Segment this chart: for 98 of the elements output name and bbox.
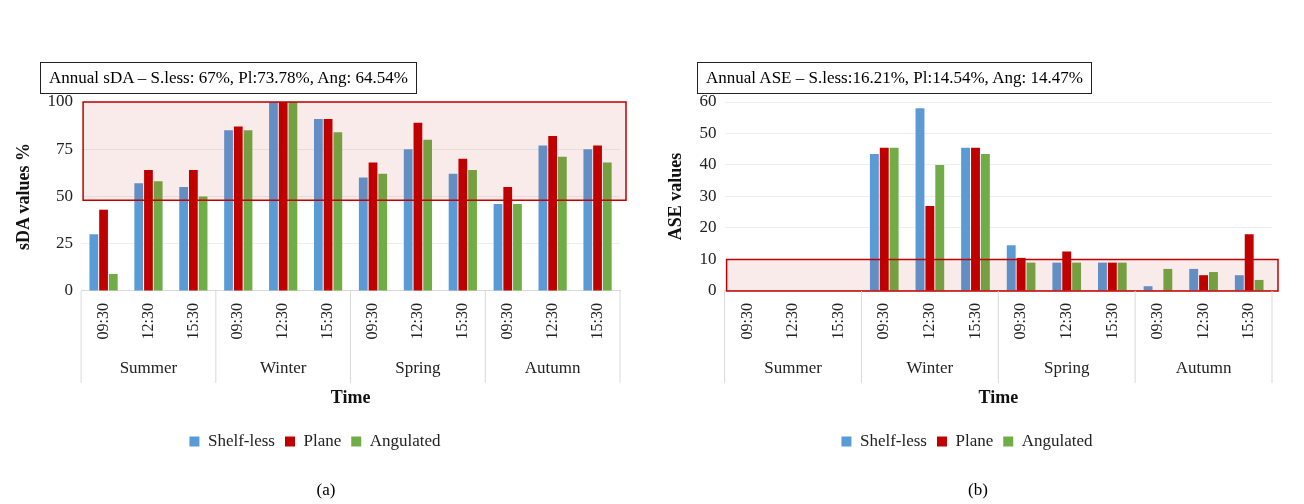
bar — [493, 204, 503, 291]
legend-label: Angulated — [369, 430, 442, 450]
bar — [1052, 262, 1062, 291]
bar — [980, 153, 990, 291]
bar — [243, 130, 253, 291]
bar — [89, 234, 99, 291]
bar — [961, 147, 971, 291]
x-tick-label: 09:30 — [93, 302, 111, 340]
text: (a) — [315, 480, 337, 500]
text: Winter — [259, 358, 307, 378]
x-tick-label: 09:30 — [1011, 302, 1029, 340]
bar — [358, 177, 368, 291]
text: Summer — [764, 358, 823, 378]
x-tick-label: 15:30 — [183, 302, 201, 340]
x-tick-label: 15:30 — [1102, 302, 1120, 340]
x-axis-title: Time — [978, 386, 1019, 407]
x-tick-label: 12:30 — [542, 302, 560, 340]
bar — [1006, 245, 1016, 291]
legend-label: Plane — [303, 430, 342, 450]
text: Annual sDA – S.less: 67%, Pl:73.78%, Ang: 64.54% — [49, 68, 408, 87]
bar — [869, 153, 879, 291]
y-tick-label: 50 — [699, 122, 717, 142]
bar — [423, 139, 433, 291]
x-tick-label: 09:30 — [497, 302, 515, 340]
bar — [1254, 279, 1264, 291]
bar — [269, 102, 278, 291]
x-tick-label: 12:30 — [1056, 302, 1074, 340]
x-tick-label: 12:30 — [783, 302, 801, 340]
bar — [198, 196, 208, 291]
bar — [468, 170, 477, 291]
text: Spring — [395, 358, 442, 378]
legend-label: Angulated — [1021, 430, 1094, 450]
text: Autumn — [524, 358, 581, 378]
y-tick-label: 40 — [699, 154, 717, 174]
bar — [602, 162, 612, 291]
x-tick-label: 09:30 — [228, 302, 246, 340]
bar — [153, 181, 163, 291]
x-tick-label: 15:30 — [318, 302, 336, 340]
y-tick-label: 0 — [64, 280, 74, 300]
legend-label: Shelf-less — [207, 430, 275, 450]
y-tick-label: 30 — [699, 185, 717, 205]
x-tick-label: 15:30 — [828, 302, 846, 340]
x-tick-label: 09:30 — [874, 302, 892, 340]
legend-label: Plane — [955, 430, 994, 450]
y-axis-title: sDA values % — [13, 142, 34, 250]
bar — [1163, 268, 1173, 291]
x-tick-label: 09:30 — [363, 302, 381, 340]
bar — [288, 102, 298, 291]
text: Annual ASE – S.less:16.21%, Pl:14.54%, Ang: 14.47% — [706, 68, 1083, 87]
bar — [1098, 262, 1107, 291]
x-tick-label: 12:30 — [138, 302, 156, 340]
y-tick-label: 60 — [699, 91, 717, 111]
bar — [134, 183, 144, 291]
bar — [935, 164, 945, 291]
x-tick-label: 09:30 — [1148, 302, 1166, 340]
bar — [1234, 275, 1244, 291]
x-axis-title: Time — [330, 386, 371, 407]
bar — [889, 147, 899, 291]
bar — [583, 149, 593, 291]
x-tick-label: 12:30 — [1193, 302, 1211, 340]
bar — [378, 173, 388, 291]
bar — [1209, 272, 1218, 291]
text: Summer — [119, 358, 178, 378]
x-tick-label: 15:30 — [453, 302, 471, 340]
bar — [513, 204, 522, 291]
bar — [1117, 262, 1127, 291]
y-tick-label: 25 — [56, 233, 74, 253]
bar — [557, 156, 567, 291]
y-tick-label: 50 — [56, 185, 74, 205]
y-tick-label: 10 — [699, 248, 717, 268]
x-tick-label: 15:30 — [965, 302, 983, 340]
x-tick-label: 15:30 — [587, 302, 605, 340]
x-tick-label: 12:30 — [273, 302, 291, 340]
text: (b) — [967, 480, 989, 500]
bar — [313, 119, 323, 291]
y-tick-label: 75 — [56, 138, 74, 158]
x-tick-label: 12:30 — [408, 302, 426, 340]
text: Spring — [1044, 358, 1090, 378]
bar — [108, 273, 118, 291]
y-tick-label: 20 — [699, 217, 717, 237]
bar — [224, 130, 233, 291]
bar — [1072, 262, 1082, 291]
y-axis-title: ASE values — [665, 152, 686, 241]
x-tick-label: 09:30 — [737, 302, 755, 340]
x-tick-label: 15:30 — [1239, 302, 1257, 340]
bar — [333, 132, 343, 291]
bar — [448, 173, 458, 291]
y-tick-label: 100 — [47, 91, 74, 111]
legend-label: Shelf-less — [859, 430, 927, 450]
bar — [403, 149, 413, 291]
bar — [179, 187, 189, 291]
text: Winter — [906, 358, 954, 378]
y-tick-label: 0 — [708, 280, 717, 300]
bar — [538, 145, 548, 291]
text: Autumn — [1175, 358, 1232, 378]
bar — [99, 209, 108, 291]
bar — [1189, 268, 1199, 291]
x-tick-label: 12:30 — [920, 302, 938, 340]
